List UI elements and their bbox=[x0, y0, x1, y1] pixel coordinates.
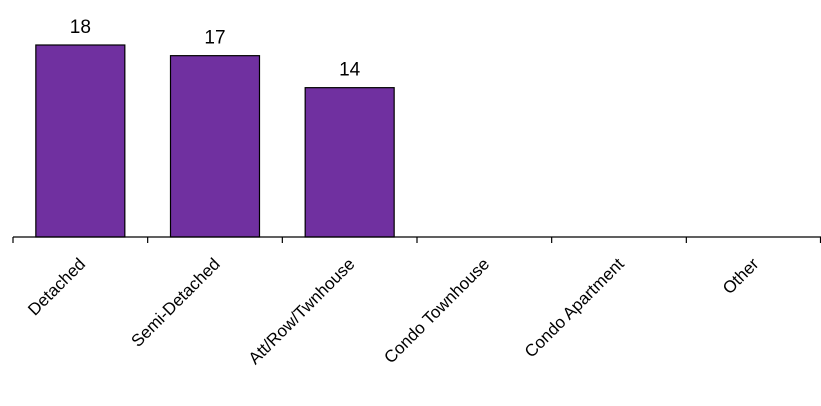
bars-group bbox=[35, 44, 395, 238]
bar-att-row-twnhouse bbox=[304, 87, 395, 238]
data-label: 14 bbox=[339, 60, 361, 81]
bar-detached bbox=[35, 44, 126, 238]
x-tick-label: Semi-Detached bbox=[128, 254, 224, 350]
data-label: 18 bbox=[70, 17, 91, 38]
x-tick-labels-group: Detached Semi-Detached Att/Row/Twnhouse Con… bbox=[24, 254, 762, 368]
x-tick-label: Att/Row/Twnhouse bbox=[245, 254, 359, 368]
x-tick-label: Condo Apartment bbox=[521, 254, 628, 361]
x-tick-label: Other bbox=[719, 254, 763, 298]
x-axis bbox=[12, 236, 821, 243]
data-labels-group: 18 17 14 bbox=[70, 17, 361, 81]
x-tick-label: Detached bbox=[24, 254, 89, 319]
x-tick-label: Condo Townhouse bbox=[380, 254, 493, 367]
data-label: 17 bbox=[204, 28, 225, 49]
bar-semi-detached bbox=[169, 55, 261, 238]
